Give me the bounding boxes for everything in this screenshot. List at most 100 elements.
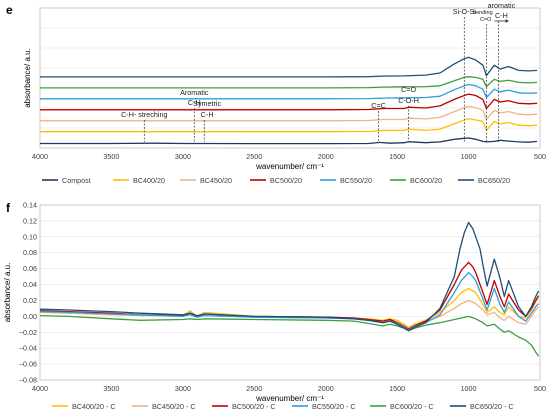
panel-f-x-tick-4000: 4000 xyxy=(32,384,48,393)
panel-f-y-tick: 0.14 xyxy=(23,201,37,210)
panel-e-x-axis-label: wavenumber/ cm⁻¹ xyxy=(255,162,324,171)
panel-f-y-tick: 0.06 xyxy=(23,264,37,273)
panel-f-legend-label-bc600-20-c: BC600/20 - C xyxy=(390,402,434,411)
panel-e-annotation-c-o: C=O xyxy=(401,85,416,94)
panel-e-series-group xyxy=(40,56,538,145)
panel-e-annotations: C-H- strechingAromaticC-HSymetricC-HC=CC… xyxy=(121,1,516,142)
panel-f-y-tick: 0.04 xyxy=(23,280,37,289)
panel-e-x-tick-4000: 4000 xyxy=(32,152,48,161)
panel-e-label: e xyxy=(6,3,13,17)
panel-f-legend-item-bc400-20-c: BC400/20 - C xyxy=(52,402,116,411)
panel-e-annotation-c-h: C-H xyxy=(188,98,201,107)
panel-f-chart: f −0.08 −0.06 −0.04 −0.02 0.00 0.02 0.04 0.06 0.… xyxy=(3,201,546,412)
panel-e-plot-frame xyxy=(39,7,541,149)
panel-e-x-tick-3000: 3000 xyxy=(175,152,191,161)
panel-f-series-bc450-20-c xyxy=(39,299,540,330)
panel-f-y-axis-label: absorbance/ a.u. xyxy=(3,263,12,323)
panel-e-legend-item-bc650-20: BC650/20 xyxy=(458,176,510,185)
panel-e-legend-label-bc600-20: BC600/20 xyxy=(410,176,442,185)
panel-e-series-compost xyxy=(40,137,538,145)
panel-e-annotation-arrowhead xyxy=(505,19,509,23)
panel-e-annotation-c-c: C=C xyxy=(371,101,386,110)
panel-f-y-tick: 0.12 xyxy=(23,216,37,225)
panel-f-x-tick-1000: 1000 xyxy=(461,384,477,393)
panel-f-legend-item-bc500-20-c: BC500/20 - C xyxy=(212,402,276,411)
panel-e-legend-label-bc650-20: BC650/20 xyxy=(478,176,510,185)
panel-e-legend-item-bc550-20: BC550/20 xyxy=(320,176,372,185)
panel-f-y-tick: 0.02 xyxy=(23,296,37,305)
panel-f-series-bc550-20-c xyxy=(39,271,540,331)
panel-f-series-bc650-20-c xyxy=(39,221,540,332)
panel-e-annotation-aromatic: aromatic xyxy=(488,1,516,10)
panel-f-legend-item-bc450-20-c: BC450/20 - C xyxy=(132,402,196,411)
panel-f-x-tick-3500: 3500 xyxy=(103,384,119,393)
panel-e-series-bc450-20 xyxy=(40,105,538,122)
panel-e-x-tick-3500: 3500 xyxy=(103,152,119,161)
panel-f-legend-item-bc600-20-c: BC600/20 - C xyxy=(370,402,434,411)
panel-e-series-bc650-20 xyxy=(40,56,538,78)
panel-e-annotation-c-o-h: C-O-H xyxy=(398,96,419,105)
panel-e-annotation-c-h: C-H xyxy=(201,110,214,119)
panel-f-legend-item-bc550-20-c: BC550/20 - C xyxy=(292,402,356,411)
panel-f-legend-label-bc500-20-c: BC500/20 - C xyxy=(232,402,276,411)
panel-f-x-tick-2000: 2000 xyxy=(318,384,334,393)
panel-f-y-tick: −0.06 xyxy=(19,360,37,369)
panel-e-annotation-aromatic: Aromatic xyxy=(180,88,209,97)
panel-f-x-tick-3000: 3000 xyxy=(175,384,191,393)
panel-f-series-group xyxy=(39,221,540,357)
panel-f-legend-label-bc550-20-c: BC550/20 - C xyxy=(312,402,356,411)
panel-f-legend-label-bc650-20-c: BC650/20 - C xyxy=(470,402,514,411)
panel-f-legend: BC400/20 - C BC450/20 - C BC500/20 - C BC55… xyxy=(52,402,514,411)
panel-f-legend-item-bc650-20-c: BC650/20 - C xyxy=(450,402,514,411)
panel-e-x-tick-1000: 1000 xyxy=(461,152,477,161)
panel-f-x-tick-labels: 4000 3500 3000 2500 2000 1500 1000 500 xyxy=(32,384,546,393)
panel-e-gridlines xyxy=(40,27,540,129)
panel-f-legend-label-bc450-20-c: BC450/20 - C xyxy=(152,402,196,411)
panel-e-series-bc500-20 xyxy=(40,93,538,111)
panel-f-legend-label-bc400-20-c: BC400/20 - C xyxy=(72,402,116,411)
panel-f-y-tick-labels: −0.08 −0.06 −0.04 −0.02 0.00 0.02 0.04 0.06 0.08… xyxy=(19,201,37,385)
panel-e-x-tick-500: 500 xyxy=(534,152,546,161)
panel-e-series-bc600-20 xyxy=(40,76,538,89)
panel-e-legend-item-compost: Compost xyxy=(42,176,91,185)
panel-e-legend-label-bc450-20: BC450/20 xyxy=(200,176,232,185)
panel-e-annotation-c-h: C-H xyxy=(495,11,508,20)
panel-e-annotation-c-o: C=O xyxy=(480,17,492,23)
panel-e-legend-item-bc600-20: BC600/20 xyxy=(390,176,442,185)
panel-e-x-tick-labels: 4000 3500 3000 2500 2000 1500 1000 500 xyxy=(32,152,546,161)
panel-e-x-tick-1500: 1500 xyxy=(389,152,405,161)
panel-f-x-tick-500: 500 xyxy=(534,384,546,393)
panel-f-x-axis-label: wavenumber/ cm⁻¹ xyxy=(255,394,324,403)
panel-f-plot-frame xyxy=(39,204,541,381)
panel-e-chart: e C-H- strechingAromaticC-HSymetricC-HC=… xyxy=(6,1,546,185)
panel-f-y-tick: 0.00 xyxy=(23,312,37,321)
panel-e-annotation-bending: bending xyxy=(473,10,493,16)
panel-f-y-tick: −0.04 xyxy=(19,344,37,353)
panel-f-series-bc400-20-c xyxy=(39,287,540,329)
panel-e-series-bc550-20 xyxy=(40,83,538,100)
panel-f-x-tick-1500: 1500 xyxy=(389,384,405,393)
panel-f-gridlines xyxy=(40,220,540,365)
panel-e-legend-label-bc500-20: BC500/20 xyxy=(270,176,302,185)
panel-e-legend-label-bc550-20: BC550/20 xyxy=(340,176,372,185)
panel-f-y-tick: 0.10 xyxy=(23,232,37,241)
panel-f-x-tick-2500: 2500 xyxy=(246,384,262,393)
panel-e-annotation-symetric: Symetric xyxy=(193,99,221,108)
panel-e-x-tick-2500: 2500 xyxy=(246,152,262,161)
panel-e-y-axis-label: absorbance/ a.u. xyxy=(23,48,32,108)
panel-e-legend-label-compost: Compost xyxy=(62,176,91,185)
panel-e-legend-item-bc500-20: BC500/20 xyxy=(250,176,302,185)
panel-e-series-bc400-20 xyxy=(40,118,538,133)
panel-e-x-tick-2000: 2000 xyxy=(318,152,334,161)
panel-e-legend-item-bc400-20: BC400/20 xyxy=(113,176,165,185)
panel-f-label: f xyxy=(6,201,11,215)
panel-e-legend-item-bc450-20: BC450/20 xyxy=(180,176,232,185)
panel-f-y-tick: −0.08 xyxy=(19,376,37,385)
panel-e-annotation-c-h-streching: C-H- streching xyxy=(121,110,167,119)
panel-e-legend-label-bc400-20: BC400/20 xyxy=(133,176,165,185)
panel-f-series-bc600-20-c xyxy=(39,314,540,357)
panel-e-legend: Compost BC400/20 BC450/20 BC500/20 BC550/20 B… xyxy=(42,176,510,185)
panel-f-y-tick: 0.08 xyxy=(23,248,37,257)
panel-e-annotation-si-o-si: Si-O-Si xyxy=(453,7,477,16)
